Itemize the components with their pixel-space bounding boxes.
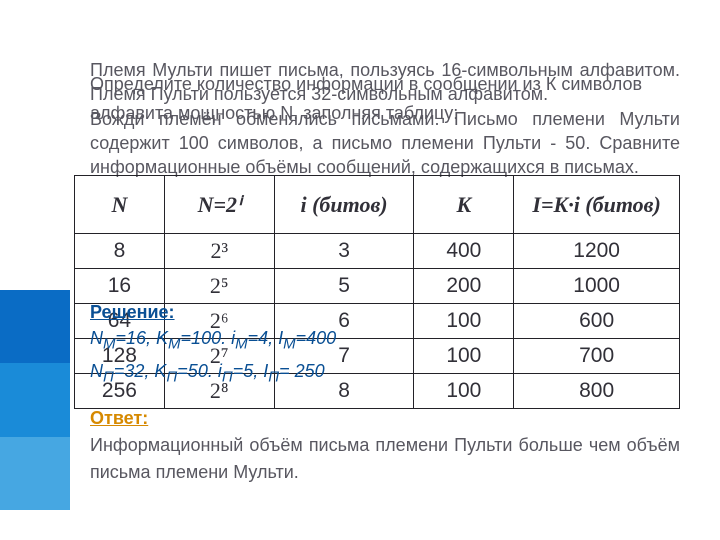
cell-I: 1200 xyxy=(514,234,680,269)
th-I: I=K·i (битов) xyxy=(514,176,680,234)
solution-header: Решение: xyxy=(90,302,175,322)
table-row: 162⁵52001000 xyxy=(75,269,680,304)
solution-line-2: NП=32, KП=50. iП=5, IП= 250 xyxy=(90,357,680,390)
cell-n: 16 xyxy=(75,269,165,304)
solution-lines: NМ=16, KМ=100. iМ=4, IМ=400 NП=32, KП=50… xyxy=(90,324,680,389)
cell-pow: 2³ xyxy=(164,234,274,269)
cell-i: 3 xyxy=(274,234,414,269)
answer-text: Информационный объём письма племени Пуль… xyxy=(90,435,680,482)
cell-k: 400 xyxy=(414,234,514,269)
answer-header: Ответ: xyxy=(90,408,148,428)
cell-pow: 2⁵ xyxy=(164,269,274,304)
slide-content: Племя Мульти пишет письма, пользуясь 16-… xyxy=(0,0,720,540)
cell-k: 200 xyxy=(414,269,514,304)
th-i: i (битов) xyxy=(274,176,414,234)
cell-n: 8 xyxy=(75,234,165,269)
cell-I: 1000 xyxy=(514,269,680,304)
table-row: 82³34001200 xyxy=(75,234,680,269)
th-k: K xyxy=(414,176,514,234)
th-n: N xyxy=(75,176,165,234)
overlay-instruction: Определите количество информации в сообщ… xyxy=(90,70,680,128)
cell-i: 5 xyxy=(274,269,414,304)
solution-line-1: NМ=16, KМ=100. iМ=4, IМ=400 xyxy=(90,324,680,357)
solution-block: Решение: xyxy=(90,302,175,323)
answer-header-block: Ответ: xyxy=(90,408,148,429)
th-pow: N=2ⁱ xyxy=(164,176,274,234)
answer-text-block: Информационный объём письма племени Пуль… xyxy=(90,432,680,486)
table-header-row: N N=2ⁱ i (битов) K I=K·i (битов) xyxy=(75,176,680,234)
